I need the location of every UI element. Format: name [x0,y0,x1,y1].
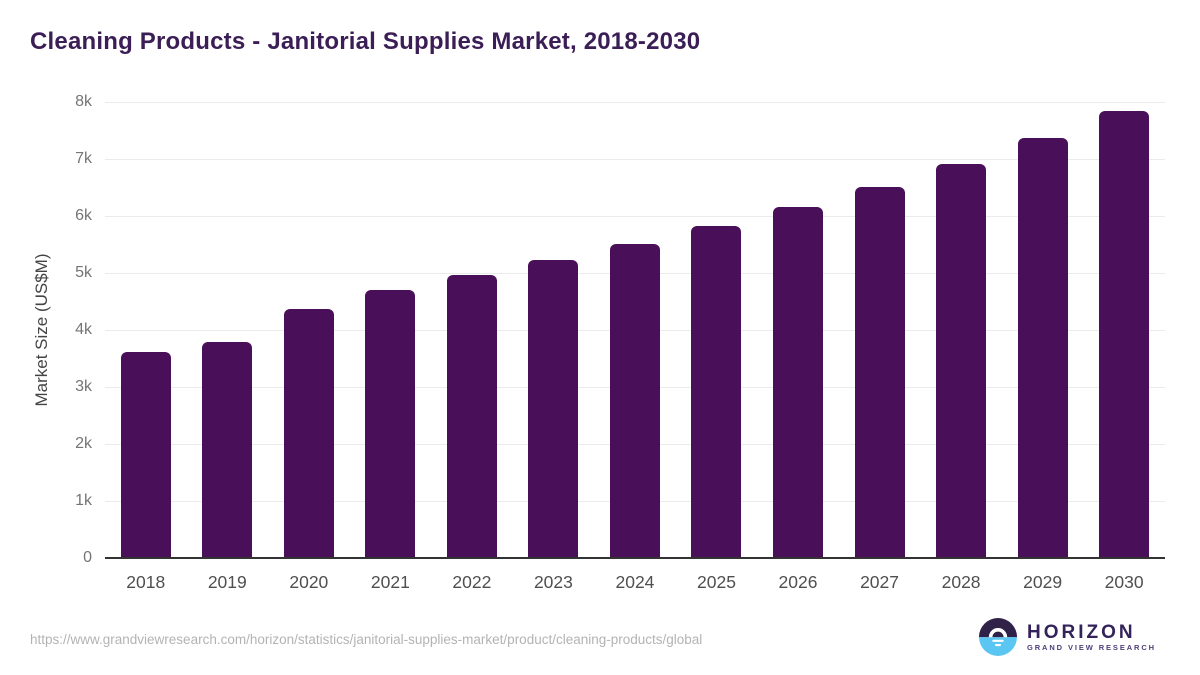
bar-slot [757,102,839,558]
bar-2023 [528,260,579,558]
x-axis-label: 2021 [370,572,410,592]
bar-slot [1083,102,1165,558]
y-axis-tick-label: 3k [75,378,92,395]
x-axis-label: 2029 [1023,572,1063,592]
bar-2022 [446,275,497,558]
gridline [105,159,1165,160]
bar-slot [105,102,187,558]
x-axis-label: 2019 [207,572,247,592]
logo-tagline: GRAND VIEW RESEARCH [1026,642,1156,652]
bar-slot [594,102,676,558]
bar-slot [268,102,350,558]
bar-slot [920,102,1002,558]
plot-area: 0 1k 2k 3k 4k 5k 6k 7k 8k [75,94,1165,566]
y-axis-tick-label: 7k [75,150,92,167]
y-axis-tick-label: 2k [75,435,92,452]
x-axis-label: 2023 [533,572,573,592]
y-axis-tick-label: 6k [75,207,92,224]
bar-slot [187,102,269,558]
x-axis-label: 2025 [697,572,736,592]
bar-series [105,102,1165,558]
y-axis-tick-label: 8k [75,93,92,110]
bar-2021 [365,290,416,558]
bar-slot [1002,102,1084,558]
bar-2020 [283,309,334,558]
bar-2018 [120,352,171,558]
bar-2019 [202,342,253,558]
y-axis-tick-label: 1k [75,492,92,509]
logo-name: HORIZON [1026,621,1136,643]
bar-slot [431,102,513,558]
horizon-logo-icon [978,618,1017,656]
bar-2028 [936,164,987,558]
x-axis-label: 2024 [615,572,655,592]
bar-2029 [1017,138,1068,558]
y-axis-tick-label: 0 [83,549,92,566]
x-axis-label: 2026 [778,572,818,592]
y-axis-tick-label: 4k [75,321,92,338]
brand-logo: HORIZON GRAND VIEW RESEARCH [978,618,1156,656]
x-axis-label: 2020 [289,572,329,592]
bar-slot [839,102,921,558]
x-axis-label: 2018 [126,572,166,592]
bar-2024 [609,244,660,558]
x-axis-label: 2022 [452,572,492,592]
bar-2025 [691,226,742,558]
x-axis-label: 2028 [941,572,981,592]
bar-slot [350,102,432,558]
bar-2026 [773,207,824,558]
chart-title: Cleaning Products - Janitorial Supplies … [30,28,701,55]
bar-2030 [1099,111,1150,558]
bar-slot [676,102,758,558]
logo-text: HORIZON GRAND VIEW RESEARCH [1027,623,1156,652]
x-axis-line [105,557,1165,559]
x-axis-labels: 2018 2019 2020 2021 2022 2023 2024 2025 2026 2027… [105,572,1165,593]
x-axis-label: 2030 [1104,572,1144,592]
x-axis-label: 2027 [860,572,900,592]
y-axis-tick-label: 5k [75,264,92,281]
gridline [105,102,1165,103]
bar-2027 [854,187,905,558]
gridline [105,216,1165,217]
source-url: https://www.grandviewresearch.com/horizo… [30,632,703,647]
bar-slot [513,102,595,558]
